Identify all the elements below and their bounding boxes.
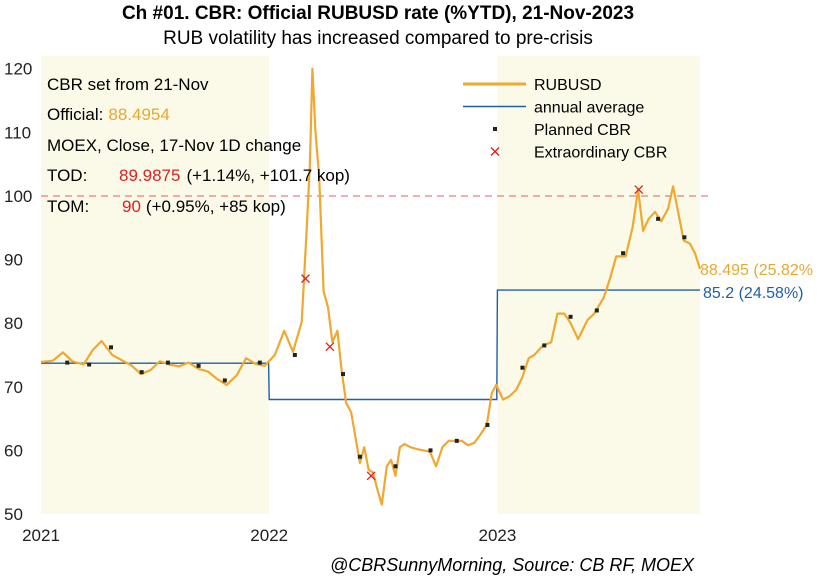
planned-cbr-point (656, 216, 661, 221)
annual-average-line (41, 289, 700, 401)
planned-cbr-point (594, 308, 599, 313)
note-tod-value: 89.9875 (119, 166, 180, 185)
x-tick-label: 2022 (250, 526, 288, 545)
y-tick-label: 50 (4, 505, 23, 524)
x-stroke (301, 274, 310, 284)
planned-cbr-point (393, 464, 398, 469)
highlight-band-2023 (497, 56, 700, 514)
legend-label: RUBUSD (534, 77, 602, 94)
planned-cbr-point (568, 314, 573, 319)
y-tick-label: 100 (4, 187, 32, 206)
extraordinary-cbr-point (634, 185, 644, 195)
note-cbr-set: CBR set from 21-Nov (47, 75, 209, 94)
y-tick-label: 60 (4, 441, 23, 460)
planned-cbr-point (340, 372, 345, 377)
x-stroke (634, 185, 644, 195)
planned-cbr-series (65, 216, 687, 469)
chart-title: Ch #01. CBR: Official RUBUSD rate (%YTD)… (122, 3, 634, 24)
rubusd-line (40, 67, 702, 506)
note-tom-label: TOM: (47, 197, 89, 216)
legend-label: Extraordinary CBR (534, 145, 667, 162)
planned-cbr-point (165, 360, 170, 365)
planned-cbr-point (87, 362, 92, 367)
extraordinary-cbr-point (366, 471, 376, 481)
planned-cbr-point (196, 363, 201, 368)
planned-cbr-point (292, 352, 297, 357)
note-tom-change: (+0.95%, +85 kop) (146, 197, 286, 216)
planned-cbr-point (357, 454, 362, 459)
y-tick-label: 110 (4, 123, 31, 142)
x-stroke (325, 342, 335, 352)
legend-item: RUBUSD (463, 77, 602, 94)
chart-subtitle: RUB volatility has increased compared to… (163, 28, 593, 49)
note-tod-change: (+1.14%, +101.7 kop) (186, 166, 350, 185)
note-official-label: Official: (47, 105, 103, 124)
notes-box: CBR set from 21-Nov Official: 88.4954 MOE… (47, 75, 350, 216)
rubusd-end-label: 88.495 (25.82% (700, 262, 813, 279)
note-tod-label: TOD: (47, 166, 87, 185)
legend: RUBUSD annual average Planned CBR Extraordi… (463, 77, 667, 162)
extraordinary-cbr-point (325, 342, 335, 352)
planned-cbr-point (682, 235, 687, 240)
y-tick-label: 120 (4, 60, 32, 79)
legend-label: annual average (534, 100, 644, 117)
note-tom: 90 (+0.95%, +85 kop) (122, 197, 286, 216)
extraordinary-cbr-point (301, 274, 310, 284)
source-note: @CBRSunnyMorning, Source: CB RF, MOEX (330, 555, 695, 575)
planned-cbr-point (454, 438, 459, 443)
legend-label: Planned CBR (534, 122, 631, 139)
planned-cbr-point (542, 343, 547, 348)
extraordinary-cbr-series (301, 185, 644, 481)
planned-cbr-point (428, 448, 433, 453)
legend-item: Extraordinary CBR (490, 145, 667, 162)
axis-ticks: 50 60 70 80 90 100 110 120 2021 2022 2023 (4, 60, 516, 545)
year-highlight-bands (41, 56, 700, 514)
y-tick-label: 90 (4, 251, 23, 270)
planned-cbr-point (485, 422, 490, 427)
x-stroke (366, 471, 376, 481)
legend-item: Planned CBR (493, 122, 631, 139)
legend-item: annual average (463, 100, 644, 117)
planned-cbr-point (139, 370, 144, 375)
x-tick-label: 2023 (479, 526, 517, 545)
annual-average-series (41, 289, 700, 401)
note-moex: MOEX, Close, 17-Nov 1D change (47, 136, 301, 155)
planned-cbr-point (65, 360, 70, 365)
planned-cbr-point (109, 345, 114, 350)
note-tod: 89.9875 (+1.14%, +101.7 kop) (119, 166, 350, 185)
note-official-value: 88.4954 (108, 105, 169, 124)
rubusd-series (40, 67, 702, 506)
y-tick-label: 70 (4, 378, 23, 397)
legend-swatch (490, 147, 500, 156)
planned-cbr-point (257, 360, 262, 365)
average-end-label: 85.2 (24.58%) (703, 285, 804, 302)
planned-cbr-point (621, 251, 626, 256)
note-tom-value: 90 (122, 197, 141, 216)
planned-cbr-point (520, 365, 525, 370)
note-official: Official: 88.4954 (47, 105, 170, 124)
highlight-band-2021 (41, 56, 270, 514)
legend-swatch (493, 127, 497, 131)
planned-cbr-point (222, 378, 227, 383)
x-tick-label: 2021 (22, 526, 60, 545)
y-tick-label: 80 (4, 314, 23, 333)
